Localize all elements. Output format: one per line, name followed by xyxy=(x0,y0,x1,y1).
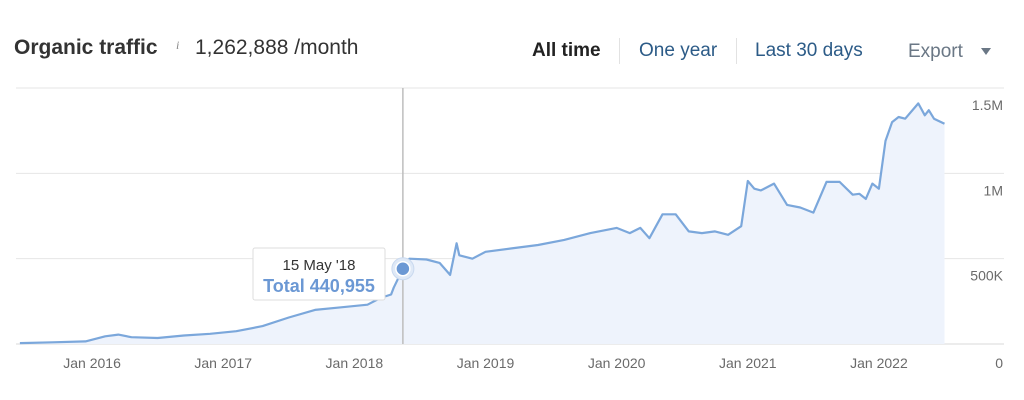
tooltip: 15 May '18 Total 440,955 xyxy=(252,247,386,301)
tooltip-total: Total 440,955 xyxy=(263,276,375,296)
y-tick-label: 0 xyxy=(995,355,1003,371)
traffic-line xyxy=(19,102,945,345)
y-tick-label: 500K xyxy=(970,268,1003,284)
chart-header: Organic traffic i 1,262,888 /month All t… xyxy=(0,0,1024,80)
x-tick-label: Jan 2019 xyxy=(457,355,515,371)
range-all-time-tab[interactable]: All time xyxy=(532,40,601,61)
range-last-30-days-tab[interactable]: Last 30 days xyxy=(755,40,863,61)
x-tick-label: Jan 2022 xyxy=(850,355,908,371)
x-tick-label: Jan 2018 xyxy=(326,355,384,371)
tooltip-date: 15 May '18 xyxy=(283,257,356,274)
range-divider xyxy=(736,38,737,64)
y-tick-label: 1M xyxy=(984,182,1003,198)
highlight-marker[interactable] xyxy=(391,257,415,281)
axis-ticks: 1.5M 1M 500K 0 Jan 2016 Jan 2017 Jan 2018 Jan 2… xyxy=(63,97,1003,371)
y-tick-label: 1.5M xyxy=(972,97,1003,113)
x-tick-label: Jan 2020 xyxy=(588,355,646,371)
x-tick-label: Jan 2016 xyxy=(63,355,121,371)
range-one-year-tab[interactable]: One year xyxy=(639,40,718,61)
x-tick-label: Jan 2021 xyxy=(719,355,777,371)
export-button[interactable]: Export xyxy=(908,41,963,62)
info-icon[interactable]: i xyxy=(176,38,180,52)
traffic-metric: 1,262,888 /month xyxy=(195,36,359,59)
x-tick-label: Jan 2017 xyxy=(194,355,252,371)
traffic-area xyxy=(19,103,945,345)
range-divider xyxy=(619,38,620,64)
chevron-down-icon[interactable] xyxy=(981,48,991,55)
chart-title: Organic traffic xyxy=(14,36,158,59)
